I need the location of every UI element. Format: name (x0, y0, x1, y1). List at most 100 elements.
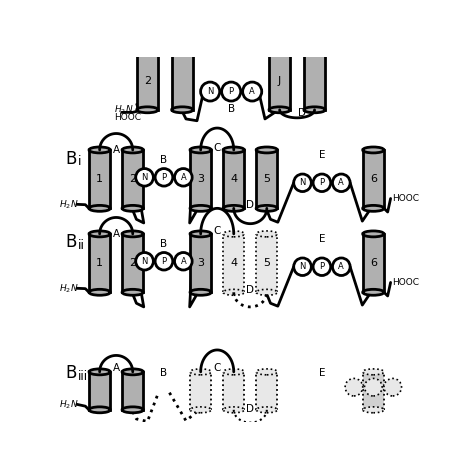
Circle shape (294, 258, 311, 275)
Text: iii: iii (78, 370, 88, 383)
Text: 4: 4 (230, 174, 237, 184)
Ellipse shape (256, 369, 277, 375)
Ellipse shape (363, 231, 384, 237)
Text: D: D (246, 404, 254, 414)
Text: C: C (213, 227, 221, 237)
Circle shape (136, 253, 154, 270)
Ellipse shape (122, 369, 143, 375)
Polygon shape (122, 372, 143, 410)
Polygon shape (190, 234, 211, 292)
Ellipse shape (363, 289, 384, 295)
Circle shape (384, 378, 401, 396)
Polygon shape (256, 234, 277, 292)
Circle shape (201, 82, 220, 101)
Ellipse shape (363, 147, 384, 153)
Ellipse shape (269, 107, 290, 113)
Text: P: P (319, 178, 325, 187)
Circle shape (332, 258, 350, 275)
Text: B: B (66, 233, 77, 251)
Ellipse shape (304, 107, 325, 113)
Ellipse shape (256, 231, 277, 237)
Polygon shape (89, 150, 110, 209)
Ellipse shape (190, 407, 211, 413)
Text: J: J (278, 76, 281, 86)
Circle shape (222, 82, 241, 101)
Ellipse shape (190, 205, 211, 211)
Text: B: B (160, 368, 167, 378)
Ellipse shape (363, 205, 384, 211)
Polygon shape (122, 234, 143, 292)
Ellipse shape (89, 289, 110, 295)
Text: A: A (338, 178, 344, 187)
Polygon shape (89, 372, 110, 410)
Polygon shape (89, 234, 110, 292)
Text: i: i (78, 155, 81, 168)
Ellipse shape (256, 205, 277, 211)
Ellipse shape (223, 231, 245, 237)
Circle shape (313, 174, 331, 191)
Text: 4: 4 (230, 258, 237, 268)
Text: 6: 6 (370, 174, 377, 184)
Ellipse shape (190, 231, 211, 237)
Text: C: C (213, 143, 221, 153)
Ellipse shape (256, 289, 277, 295)
Text: E: E (319, 150, 325, 160)
Text: B: B (160, 239, 167, 249)
Ellipse shape (223, 369, 245, 375)
Text: 3: 3 (197, 174, 204, 184)
Text: E: E (319, 234, 325, 245)
Ellipse shape (256, 407, 277, 413)
Ellipse shape (89, 369, 110, 375)
Polygon shape (172, 51, 193, 110)
Text: 2: 2 (144, 76, 151, 86)
Polygon shape (363, 372, 384, 410)
Polygon shape (137, 51, 158, 110)
Text: HOOC: HOOC (392, 278, 419, 287)
Text: 3: 3 (197, 258, 204, 268)
Circle shape (174, 253, 192, 270)
Ellipse shape (269, 48, 290, 55)
Text: A: A (338, 262, 344, 271)
Circle shape (155, 169, 173, 186)
Ellipse shape (89, 231, 110, 237)
Polygon shape (256, 372, 277, 410)
Ellipse shape (363, 407, 384, 413)
Polygon shape (122, 150, 143, 209)
Text: A: A (181, 173, 186, 182)
Text: N: N (299, 262, 306, 271)
Text: 2: 2 (129, 258, 137, 268)
Text: ii: ii (78, 239, 85, 252)
Text: N: N (299, 178, 306, 187)
Text: D: D (246, 200, 254, 210)
Polygon shape (269, 51, 290, 110)
Text: A: A (249, 87, 255, 96)
Polygon shape (190, 150, 211, 209)
Circle shape (136, 169, 154, 186)
Ellipse shape (190, 147, 211, 153)
Ellipse shape (137, 48, 158, 55)
Text: A: A (113, 229, 120, 239)
Ellipse shape (89, 205, 110, 211)
Text: P: P (161, 173, 166, 182)
Circle shape (345, 378, 363, 396)
Polygon shape (363, 234, 384, 292)
Ellipse shape (363, 369, 384, 375)
Ellipse shape (172, 107, 193, 113)
Polygon shape (363, 150, 384, 209)
Ellipse shape (304, 48, 325, 55)
Text: 1: 1 (96, 258, 103, 268)
Text: $H_2N$: $H_2N$ (59, 198, 79, 210)
Text: 2: 2 (129, 174, 137, 184)
Circle shape (313, 258, 331, 275)
Ellipse shape (122, 147, 143, 153)
Text: B: B (66, 150, 77, 168)
Circle shape (365, 378, 382, 396)
Text: N: N (207, 87, 213, 96)
Ellipse shape (89, 147, 110, 153)
Ellipse shape (122, 289, 143, 295)
Text: $H_2N$: $H_2N$ (59, 282, 79, 294)
Text: $H_2N$: $H_2N$ (59, 398, 79, 410)
Text: E: E (319, 368, 325, 378)
Circle shape (155, 253, 173, 270)
Text: B: B (228, 104, 235, 114)
